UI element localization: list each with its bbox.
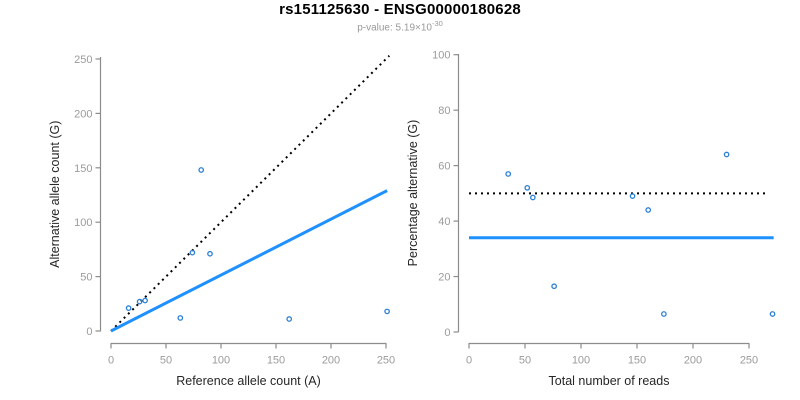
y-tick-label: 0 bbox=[86, 326, 92, 338]
data-point bbox=[136, 298, 143, 305]
y-tick-label: 40 bbox=[438, 216, 450, 228]
x-axis-title: Reference allele count (A) bbox=[176, 374, 321, 388]
y-tick-label: 100 bbox=[74, 217, 92, 229]
data-point bbox=[661, 311, 667, 317]
data-point bbox=[142, 297, 148, 304]
percentage-alternative-scatter: 0 50 100 150 200 250 0 20 40 60 80 100 Total number … bbox=[406, 50, 776, 388]
pvalue-exponent: -30 bbox=[431, 19, 443, 28]
y-tick-label: 150 bbox=[74, 163, 92, 175]
data-point bbox=[198, 167, 205, 173]
y-tick-label: 80 bbox=[438, 105, 450, 117]
x-tick-label: 200 bbox=[684, 355, 702, 367]
figure-title: rs151125630 - ENSG00000180628 bbox=[279, 1, 521, 18]
data-point bbox=[286, 316, 293, 322]
y-tick-label: 0 bbox=[444, 327, 450, 339]
x-axis-title: Total number of reads bbox=[549, 374, 670, 388]
y-tick-label: 50 bbox=[80, 272, 92, 284]
x-tick-label: 0 bbox=[108, 355, 114, 367]
x-tick-label: 200 bbox=[322, 355, 340, 367]
data-point bbox=[125, 305, 132, 312]
x-tick-label: 100 bbox=[212, 355, 230, 367]
fit-line bbox=[110, 189, 388, 333]
y-tick-label: 250 bbox=[74, 54, 92, 66]
data-point bbox=[177, 315, 184, 321]
identity-line bbox=[110, 55, 391, 332]
x-tick-label: 250 bbox=[740, 355, 758, 367]
data-point bbox=[384, 308, 390, 315]
allele-count-scatter: 0 50 100 150 200 250 0 50 100 150 200 250 Reference … bbox=[48, 54, 395, 388]
data-point bbox=[189, 249, 196, 256]
y-tick-label: 100 bbox=[432, 50, 450, 62]
data-point bbox=[524, 184, 531, 191]
x-tick-label: 250 bbox=[377, 355, 395, 367]
y-tick-label: 200 bbox=[74, 108, 92, 120]
x-tick-label: 50 bbox=[160, 355, 172, 367]
data-point bbox=[645, 207, 652, 213]
y-axis-title: Alternative allele count (G) bbox=[48, 121, 62, 268]
x-tick-label: 50 bbox=[519, 355, 531, 367]
data-point bbox=[769, 311, 776, 317]
data-point bbox=[529, 194, 536, 201]
x-tick-label: 150 bbox=[267, 355, 285, 367]
y-axis-title: Percentage alternative (G) bbox=[406, 120, 420, 267]
pvalue-subtitle: p-value: 5.19×10-30 bbox=[0, 19, 800, 33]
x-tick-label: 0 bbox=[466, 355, 472, 367]
x-tick-label: 100 bbox=[572, 355, 590, 367]
data-point bbox=[551, 283, 557, 290]
y-tick-label: 20 bbox=[438, 272, 450, 284]
data-point bbox=[723, 151, 730, 158]
x-tick-label: 150 bbox=[628, 355, 646, 367]
data-point bbox=[629, 193, 636, 199]
y-tick-label: 60 bbox=[438, 161, 450, 173]
data-point bbox=[207, 250, 213, 257]
pvalue-text: p-value: 5.19×10 bbox=[357, 22, 432, 34]
data-point bbox=[505, 171, 512, 177]
